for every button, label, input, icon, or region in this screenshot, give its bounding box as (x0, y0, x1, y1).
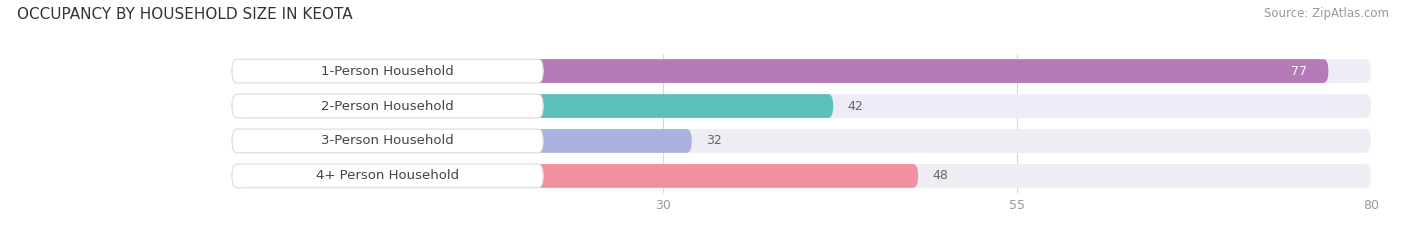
Text: 77: 77 (1291, 65, 1308, 78)
Text: 1-Person Household: 1-Person Household (321, 65, 454, 78)
FancyBboxPatch shape (232, 129, 543, 153)
FancyBboxPatch shape (232, 94, 543, 118)
Text: 2-Person Household: 2-Person Household (321, 99, 454, 113)
Text: 4+ Person Household: 4+ Person Household (316, 169, 460, 182)
Text: 48: 48 (932, 169, 948, 182)
Text: 3-Person Household: 3-Person Household (321, 134, 454, 147)
FancyBboxPatch shape (239, 164, 1371, 188)
FancyBboxPatch shape (232, 59, 543, 83)
Text: 32: 32 (706, 134, 721, 147)
FancyBboxPatch shape (239, 94, 1371, 118)
Text: OCCUPANCY BY HOUSEHOLD SIZE IN KEOTA: OCCUPANCY BY HOUSEHOLD SIZE IN KEOTA (17, 7, 353, 22)
FancyBboxPatch shape (239, 129, 1371, 153)
FancyBboxPatch shape (239, 59, 1371, 83)
Text: 42: 42 (848, 99, 863, 113)
FancyBboxPatch shape (232, 164, 543, 188)
FancyBboxPatch shape (239, 164, 918, 188)
FancyBboxPatch shape (239, 94, 834, 118)
FancyBboxPatch shape (239, 59, 1329, 83)
FancyBboxPatch shape (239, 129, 692, 153)
Text: Source: ZipAtlas.com: Source: ZipAtlas.com (1264, 7, 1389, 20)
